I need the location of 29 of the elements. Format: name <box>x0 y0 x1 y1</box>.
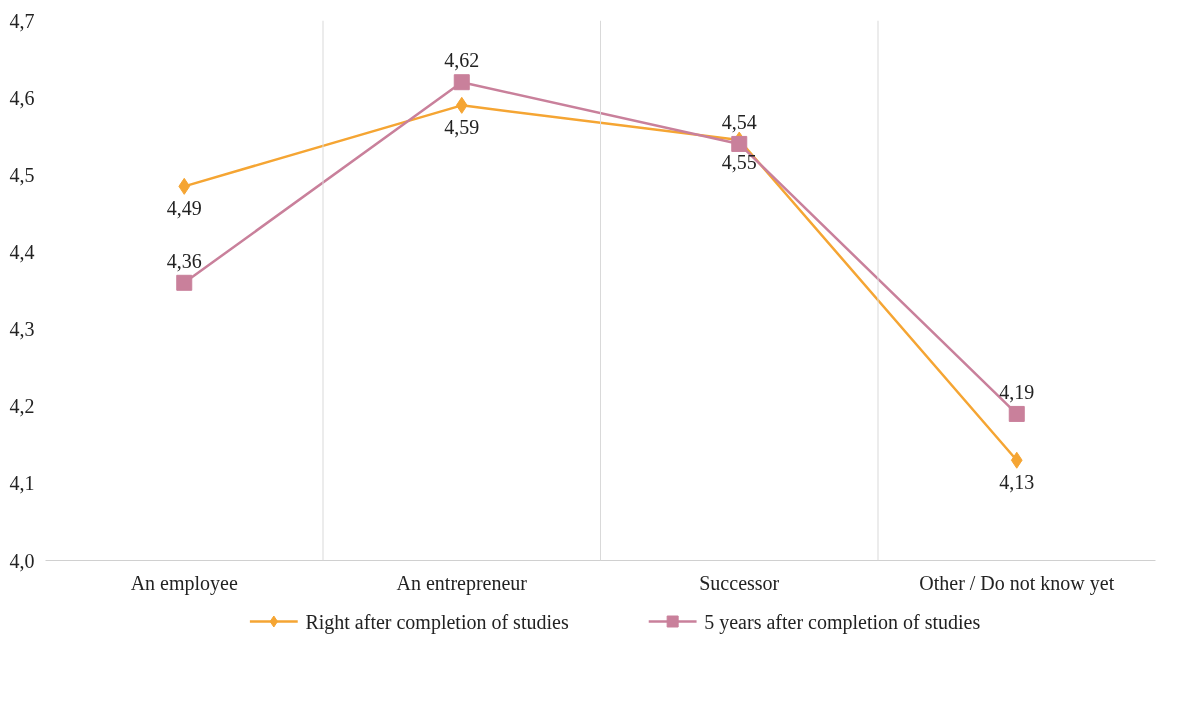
data-label: 4,62 <box>444 49 480 72</box>
legend-label: 5 years after completion of studies <box>704 610 981 634</box>
legend-label: Right after completion of studies <box>305 610 569 634</box>
y-tick-label: 4,6 <box>9 86 35 109</box>
data-label: 4,49 <box>166 197 202 220</box>
y-tick-label: 4,1 <box>9 472 35 495</box>
y-tick-label: 4,7 <box>9 9 35 32</box>
data-label: 4,59 <box>444 116 480 139</box>
point <box>178 177 191 195</box>
y-tick-label: 4,5 <box>9 163 35 186</box>
point <box>1010 451 1023 469</box>
data-label: 4,19 <box>999 380 1035 403</box>
data-label: 4,13 <box>999 471 1035 494</box>
y-tick-label: 4,0 <box>9 549 35 572</box>
x-tick-label: Other / Do not know yet <box>919 571 1115 595</box>
x-tick-label: An entrepreneur <box>396 571 528 595</box>
data-label: 4,36 <box>166 249 202 272</box>
data-label: 4,55 <box>721 151 757 174</box>
point <box>455 96 468 114</box>
y-tick-label: 4,4 <box>9 240 35 263</box>
x-tick-label: Successor <box>699 571 780 594</box>
point <box>731 135 748 152</box>
point <box>176 274 193 291</box>
data-label: 4,54 <box>721 110 757 133</box>
y-tick-label: 4,3 <box>9 318 35 341</box>
y-tick-label: 4,2 <box>9 395 35 418</box>
point <box>1008 405 1025 422</box>
point <box>453 74 470 91</box>
x-tick-label: An employee <box>130 571 238 595</box>
